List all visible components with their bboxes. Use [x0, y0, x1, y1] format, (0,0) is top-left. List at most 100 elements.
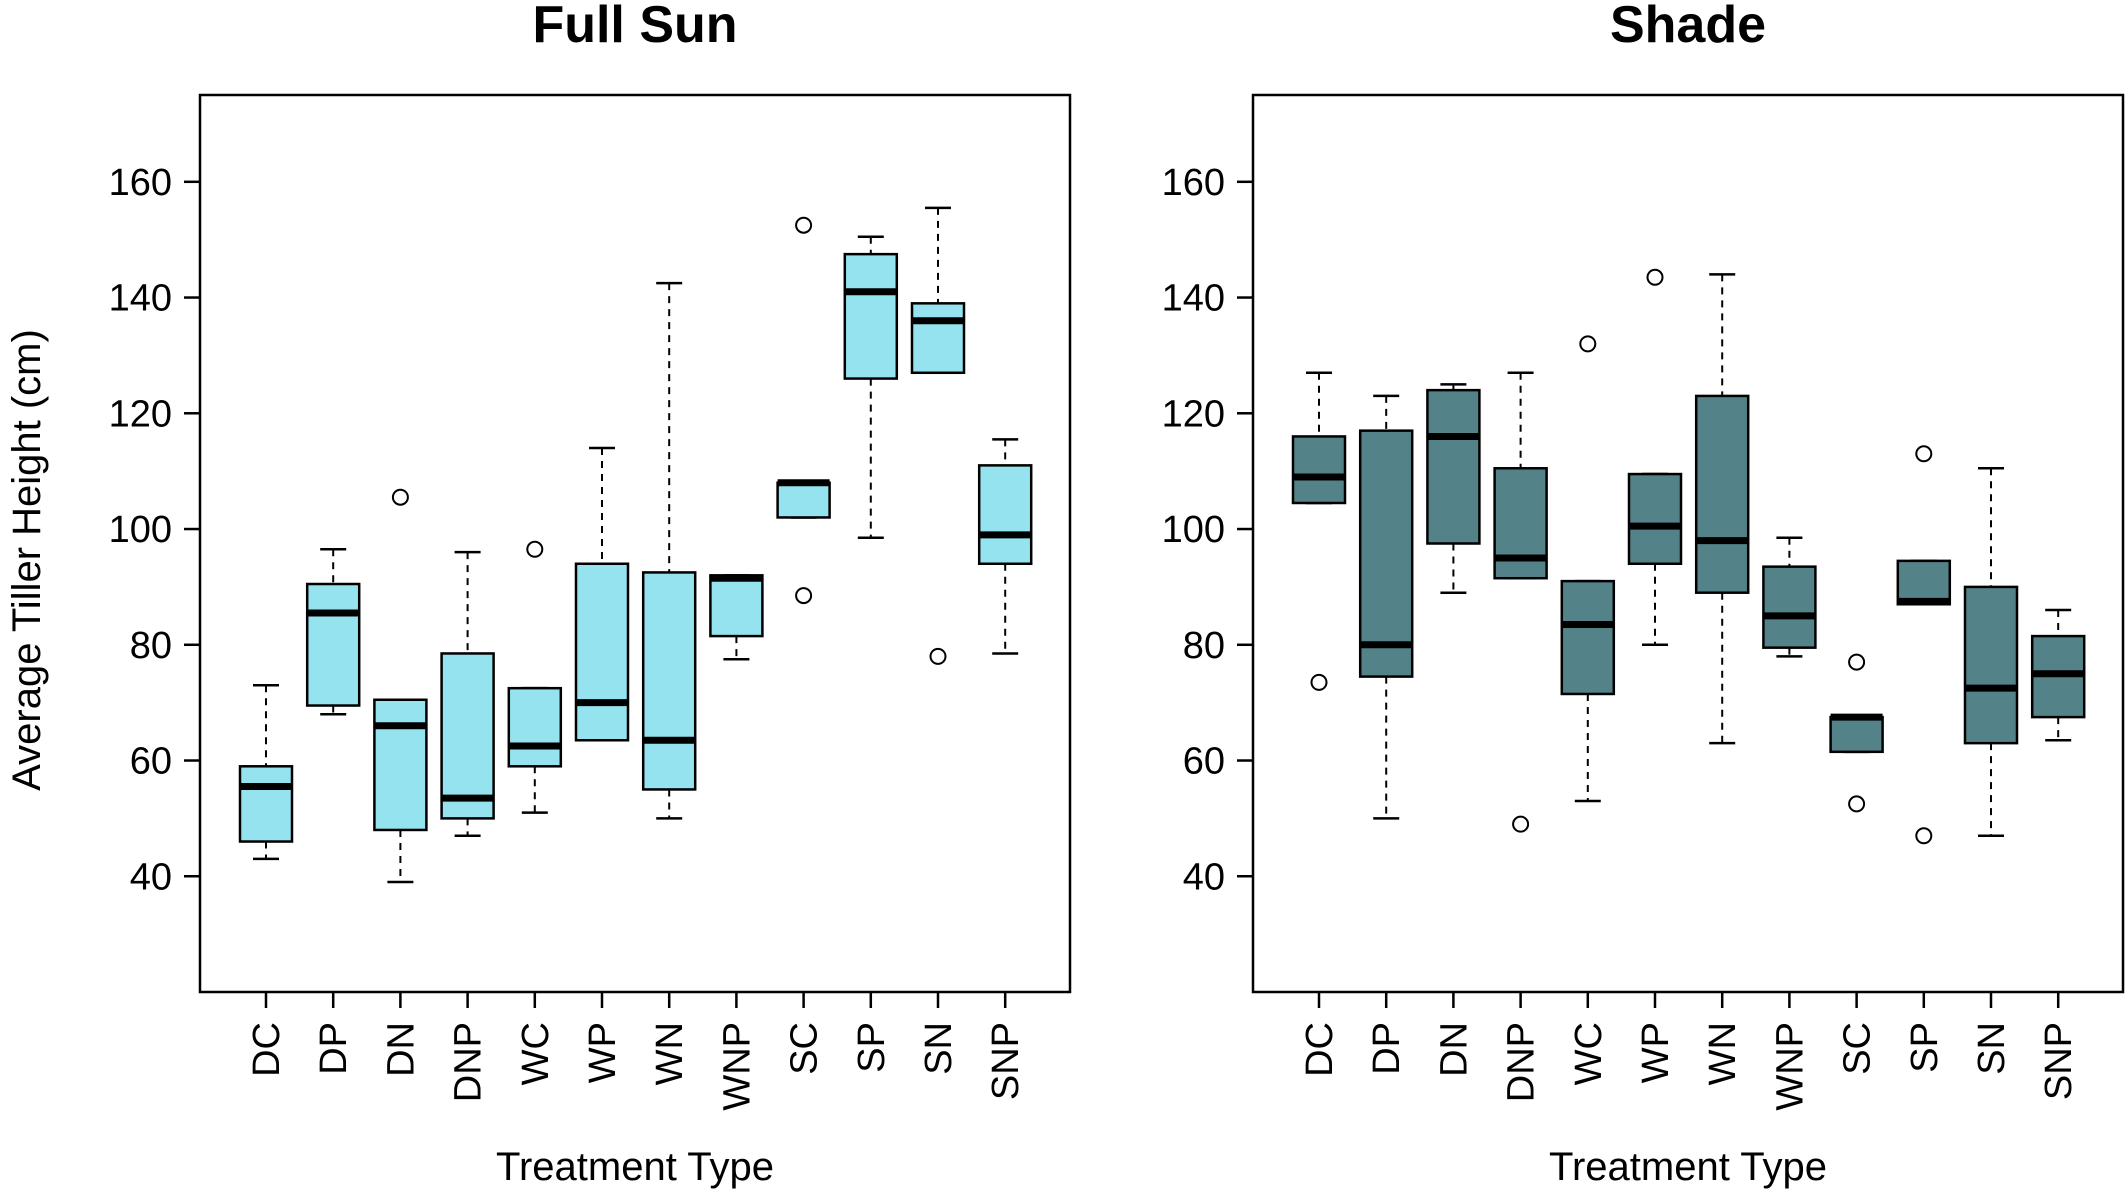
outlier-point — [1915, 827, 1933, 845]
y-tick-label: 40 — [1183, 856, 1225, 898]
x-tick-label: DNP — [1501, 1022, 1543, 1102]
box-dc — [1291, 371, 1347, 691]
x-tick-label: WC — [515, 1022, 557, 1085]
box-iqr — [1762, 565, 1817, 649]
box-iqr — [977, 464, 1033, 566]
x-tick-label: SP — [851, 1022, 893, 1073]
y-axis: 40 60 80 100 120 140 160 — [1162, 162, 1253, 898]
box-sn — [910, 206, 966, 665]
x-tick-label: SNP — [985, 1022, 1027, 1100]
box-wp — [574, 446, 630, 742]
plot-frame — [198, 93, 1072, 994]
x-axis: DC DP DN DNP WC WP WN WNP SC SP SN SNP — [246, 992, 1027, 1111]
box-dp — [1358, 394, 1414, 820]
x-tick-label: WN — [1702, 1022, 1744, 1085]
box-iqr — [1426, 388, 1481, 545]
box-dc — [238, 684, 294, 861]
plot-frame — [1251, 93, 2125, 994]
box-iqr — [1627, 472, 1683, 566]
box-iqr — [641, 571, 697, 791]
outlier-point — [1646, 268, 1664, 286]
outlier-point — [1579, 335, 1597, 353]
x-tick-label: SN — [1971, 1022, 2013, 1075]
box-iqr — [507, 686, 563, 768]
x-tick-label: SC — [784, 1022, 826, 1075]
box-dn — [373, 488, 428, 884]
outlier-point — [391, 488, 409, 506]
box-iqr — [1291, 435, 1347, 505]
boxes — [1291, 268, 2086, 845]
box-dnp — [440, 550, 495, 837]
x-tick-label: DP — [1366, 1022, 1408, 1075]
box-sc — [776, 216, 831, 605]
x-tick-label: DP — [313, 1022, 355, 1075]
outlier-point — [795, 587, 813, 605]
y-tick-label: 160 — [109, 162, 172, 204]
y-tick-label: 40 — [130, 856, 172, 898]
y-axis-label: Average Tiller Height (cm) — [5, 329, 49, 791]
box-wnp — [1762, 536, 1817, 658]
y-tick-label: 100 — [1162, 509, 1225, 551]
outlier-point — [1848, 795, 1866, 813]
box-dn — [1426, 383, 1481, 594]
y-tick-label: 140 — [1162, 278, 1225, 320]
y-tick-label: 120 — [109, 393, 172, 435]
box-iqr — [1963, 585, 2019, 745]
box-wn — [1694, 273, 1750, 745]
box-dnp — [1493, 371, 1548, 833]
chart-title: Shade — [1610, 0, 1766, 54]
outlier-point — [929, 647, 947, 665]
outlier-point — [1512, 815, 1530, 833]
box-iqr — [843, 252, 899, 380]
x-tick-label: WNP — [716, 1022, 758, 1111]
y-tick-label: 100 — [109, 509, 172, 551]
panel-full-sun: Full Sun Average Tiller Height (cm) Trea… — [5, 0, 1072, 1189]
box-wp — [1627, 268, 1683, 647]
y-tick-label: 140 — [109, 278, 172, 320]
y-axis: 40 60 80 100 120 140 160 — [109, 162, 200, 898]
panel-shade: Shade Treatment Type 406080100120140160 … — [1162, 0, 2125, 1189]
box-iqr — [1896, 559, 1952, 606]
x-tick-label: DN — [380, 1022, 422, 1077]
box-iqr — [1694, 394, 1750, 594]
x-axis-label: Treatment Type — [1549, 1145, 1827, 1189]
y-tick-label: 120 — [1162, 393, 1225, 435]
outlier-point — [795, 216, 813, 234]
x-axis: DC DP DN DNP WC WP WN WNP SC SP SN SNP — [1299, 992, 2080, 1111]
x-tick-label: DNP — [448, 1022, 490, 1102]
box-sp — [843, 235, 899, 539]
box-wn — [641, 281, 697, 820]
outlier-point — [526, 540, 544, 558]
x-tick-label: DC — [1299, 1022, 1341, 1077]
x-axis-label: Treatment Type — [496, 1145, 774, 1189]
x-tick-label: SC — [1837, 1022, 1879, 1075]
x-tick-label: SN — [918, 1022, 960, 1075]
box-dp — [305, 548, 361, 716]
box-wc — [507, 540, 563, 814]
box-iqr — [1493, 467, 1548, 580]
box-iqr — [709, 574, 764, 638]
box-iqr — [440, 652, 495, 820]
x-tick-label: WNP — [1769, 1022, 1811, 1111]
boxes — [238, 206, 1033, 884]
x-tick-label: WP — [582, 1022, 624, 1083]
x-tick-label: DN — [1433, 1022, 1475, 1077]
y-tick-label: 80 — [130, 625, 172, 667]
outlier-point — [1915, 445, 1933, 463]
box-iqr — [1829, 715, 1884, 754]
x-tick-label: WN — [649, 1022, 691, 1085]
x-tick-label: WC — [1568, 1022, 1610, 1085]
box-sp — [1896, 445, 1952, 845]
box-snp — [977, 438, 1033, 655]
box-iqr — [1358, 429, 1414, 678]
y-tick-label: 80 — [1183, 625, 1225, 667]
box-sn — [1963, 467, 2019, 837]
outlier-point — [1848, 653, 1866, 671]
x-tick-label: WP — [1635, 1022, 1677, 1083]
box-wnp — [709, 574, 764, 661]
box-iqr — [373, 698, 428, 832]
y-tick-label: 60 — [1183, 741, 1225, 783]
box-iqr — [238, 765, 294, 843]
y-tick-label: 60 — [130, 741, 172, 783]
